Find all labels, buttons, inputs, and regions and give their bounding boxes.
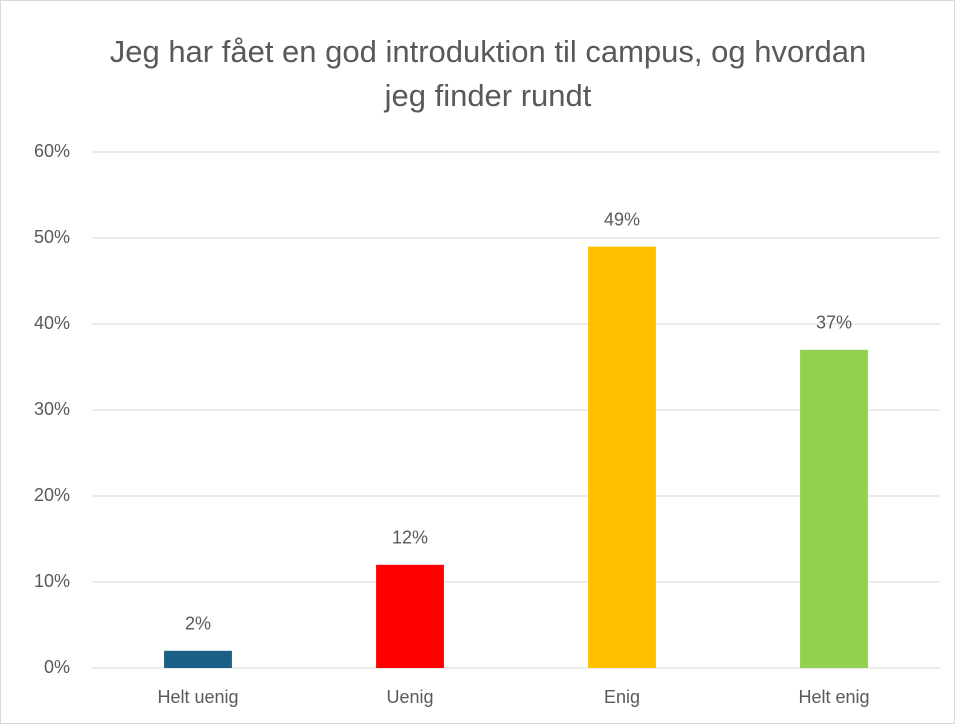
- y-tick-label: 0%: [44, 657, 70, 677]
- data-label: 12%: [392, 528, 428, 548]
- x-tick-label: Enig: [604, 687, 640, 707]
- y-tick-label: 50%: [34, 227, 70, 247]
- bar: [800, 349, 868, 668]
- y-tick-label: 60%: [34, 141, 70, 161]
- y-tick-label: 10%: [34, 571, 70, 591]
- x-tick-label: Helt uenig: [157, 687, 238, 707]
- bar: [376, 564, 444, 668]
- data-label: 2%: [185, 614, 211, 634]
- x-tick-label: Uenig: [386, 687, 433, 707]
- bar: [164, 650, 232, 668]
- x-tick-label: Helt enig: [798, 687, 869, 707]
- chart-title: Jeg har fået en god introduktion til cam…: [109, 34, 867, 113]
- data-label: 49%: [604, 209, 640, 229]
- y-tick-label: 40%: [34, 313, 70, 333]
- bar: [588, 246, 656, 668]
- y-tick-label: 30%: [34, 399, 70, 419]
- y-tick-label: 20%: [34, 485, 70, 505]
- data-label: 37%: [816, 313, 852, 333]
